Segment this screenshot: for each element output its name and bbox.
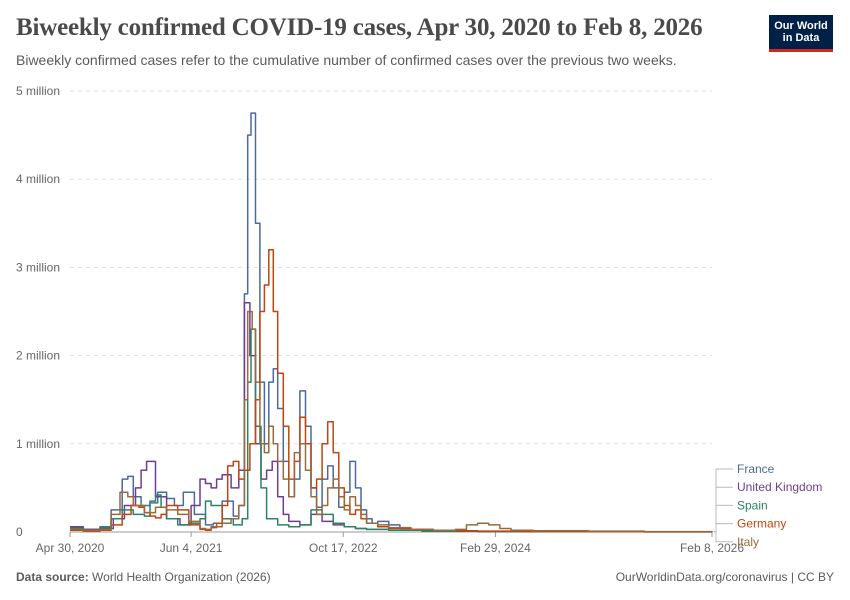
legend-label-italy: Italy [737,535,759,549]
legend-connector-spain [714,504,733,533]
x-tick-label-2: Oct 17, 2022 [309,541,378,555]
legend-connector-united-kingdom [714,486,733,533]
logo-line-1: Our World [774,20,828,32]
y-tick-label-5: 5 million [16,84,60,98]
chart-title: Biweekly confirmed COVID-19 cases, Apr 3… [16,14,703,41]
source-label: Data source: [16,570,89,584]
legend-label-spain: Spain [737,498,768,512]
legend-label-germany: Germany [737,517,786,531]
footer-link[interactable]: OurWorldinData.org/coronavirus | CC BY [615,570,834,584]
series-line-germany [70,249,713,533]
series-layer [70,112,713,533]
series-line-france [70,112,712,533]
legend-connector-italy [714,531,733,543]
x-tick-label-1: Jun 4, 2021 [160,541,223,555]
chart-subtitle: Biweekly confirmed cases refer to the cu… [16,52,677,68]
legend-label-united-kingdom: United Kingdom [737,480,822,494]
y-tick-label-0: 0 [16,525,23,539]
x-tick-label-0: Apr 30, 2020 [36,541,105,555]
series-line-united-kingdom [70,301,713,533]
grid-layer: 0 1 million 2 million 3 million 4 million 5 m… [16,84,744,555]
legend-connector-germany [714,523,733,533]
y-tick-label-2: 2 million [16,349,60,363]
x-tick-label-3: Feb 29, 2024 [460,541,531,555]
y-tick-label-3: 3 million [16,260,60,274]
owid-logo[interactable]: Our World in Data [769,15,833,52]
legend-layer: France United Kingdom Spain Germany Italy [714,462,822,549]
logo-line-2: in Data [782,32,820,44]
series-line-italy [70,310,713,533]
footer-source: Data source: World Health Organization (… [16,570,271,584]
x-tick-label-4: Feb 8, 2026 [680,541,744,555]
legend-label-france: France [737,462,775,476]
y-tick-label-4: 4 million [16,172,60,186]
y-tick-label-1: 1 million [16,437,60,451]
legend-connector-france [714,468,733,533]
source-text: World Health Organization (2026) [92,570,271,584]
